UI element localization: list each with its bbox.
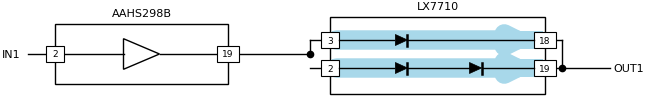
Text: LX7710: LX7710 [417, 2, 459, 12]
Bar [330, 18, 545, 94]
Bar [321, 60, 339, 76]
Polygon shape [395, 63, 407, 74]
Bar [46, 47, 64, 62]
Text: 19: 19 [222, 50, 234, 59]
Bar [321, 33, 339, 49]
Text: 3: 3 [327, 36, 333, 45]
Text: IN1: IN1 [2, 50, 20, 59]
Text: OUT1: OUT1 [613, 63, 644, 73]
Text: AAHS298B: AAHS298B [111, 9, 172, 19]
Text: 2: 2 [52, 50, 58, 59]
Bar [332, 59, 543, 77]
Bar [534, 60, 556, 76]
Polygon shape [395, 35, 407, 46]
Bar [55, 25, 228, 84]
Bar [332, 32, 543, 50]
Text: 19: 19 [540, 64, 551, 73]
Text: 2: 2 [327, 64, 333, 73]
Polygon shape [469, 63, 482, 74]
Bar [534, 33, 556, 49]
Polygon shape [124, 39, 159, 70]
Bar [217, 47, 239, 62]
Text: 18: 18 [540, 36, 551, 45]
